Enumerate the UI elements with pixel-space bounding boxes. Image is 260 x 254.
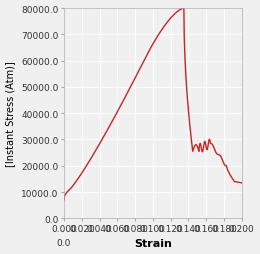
- X-axis label: Strain: Strain: [134, 239, 172, 248]
- Y-axis label: [Instant Stress (Atm)]: [Instant Stress (Atm)]: [5, 61, 16, 166]
- Text: 0.0: 0.0: [57, 238, 71, 247]
